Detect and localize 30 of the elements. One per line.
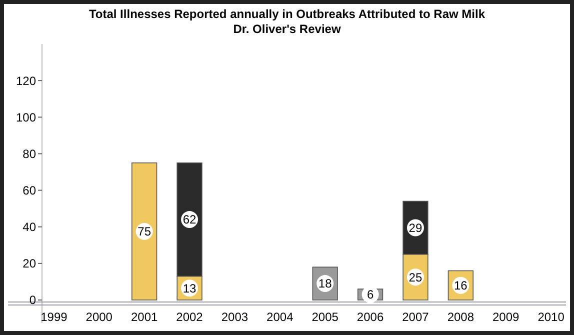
x-tick-label: 2001 (130, 310, 158, 324)
x-tick-label: 2003 (221, 310, 248, 324)
data-label: 29 (408, 220, 422, 235)
data-label: 25 (408, 270, 422, 284)
x-tick-label: 2005 (312, 310, 339, 324)
x-tick-label: 2006 (356, 310, 384, 324)
y-tick-label: 100 (16, 110, 36, 124)
x-tick-label: 2009 (492, 310, 520, 324)
data-label: 13 (182, 281, 197, 296)
x-tick-label: 2000 (86, 310, 113, 324)
x-tick-label: 2010 (538, 310, 565, 324)
y-tick-label: 120 (16, 74, 36, 88)
x-tick-label: 1999 (40, 310, 68, 324)
x-tick-label: 2002 (176, 310, 204, 324)
chart-subtitle: Dr. Oliver's Review (233, 22, 342, 36)
x-tick-label: 2004 (266, 310, 294, 324)
y-tick-label: 60 (22, 183, 36, 198)
y-tick-label: 0 (29, 293, 36, 308)
data-label: 62 (182, 212, 197, 227)
x-tick-label: 2008 (447, 310, 474, 324)
y-tick-label: 20 (22, 256, 36, 271)
bar (132, 162, 158, 300)
chart-title: Total Illnesses Reported annually in Outbreaks Attributed to Raw Milk (88, 7, 486, 21)
data-label: 18 (318, 276, 332, 291)
y-tick-label: 40 (22, 220, 36, 234)
data-label: 75 (138, 224, 152, 239)
y-tick-label: 80 (22, 146, 36, 161)
data-label: 6 (366, 288, 374, 302)
data-label: 16 (454, 278, 468, 293)
x-tick-label: 2007 (402, 310, 430, 324)
